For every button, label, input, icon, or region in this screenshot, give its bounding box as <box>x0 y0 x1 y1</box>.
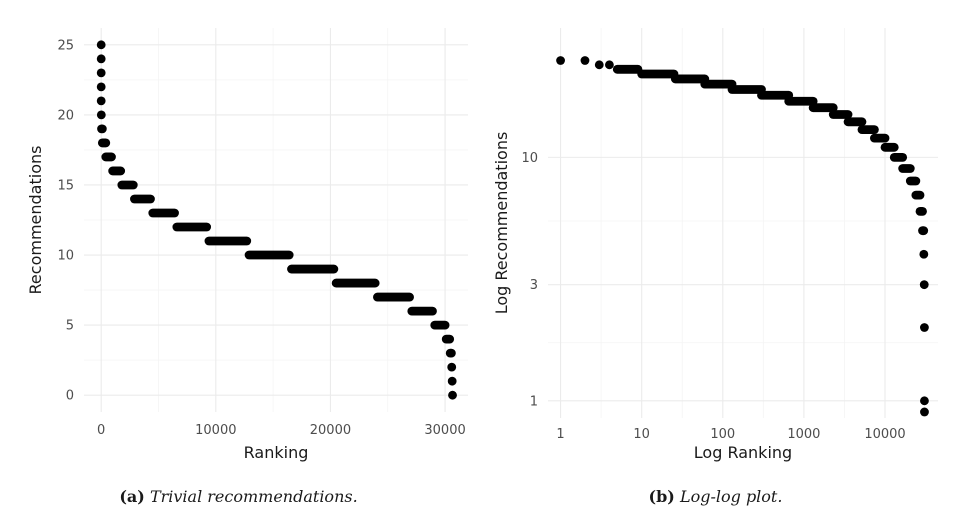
data-point <box>96 68 106 78</box>
data-point <box>96 82 106 92</box>
data-point <box>919 280 929 290</box>
caption-a-text: Trivial recommendations. <box>149 487 358 506</box>
data-point <box>448 390 457 400</box>
y-axis-title: Log Recommendations <box>492 132 511 315</box>
caption-b: (b) Log-log plot. <box>477 487 954 506</box>
x-tick-label: 30000 <box>424 423 465 438</box>
data-point <box>920 323 929 332</box>
data-point <box>96 96 106 106</box>
y-tick-label: 10 <box>57 249 74 264</box>
x-tick-label: 10000 <box>864 427 905 442</box>
x-axis-title: Log Ranking <box>694 443 792 462</box>
x-tick-label: 1000 <box>787 427 820 442</box>
data-point <box>556 56 565 65</box>
data-point <box>604 60 614 70</box>
data-point <box>96 40 106 50</box>
caption-b-label: (b) <box>648 487 675 506</box>
caption-a: (a) Trivial recommendations. <box>0 487 477 506</box>
x-tick-label: 10 <box>633 427 650 442</box>
x-axis-title: Ranking <box>244 443 309 462</box>
data-point <box>96 54 106 64</box>
data-point <box>447 362 457 372</box>
y-tick-label: 1 <box>530 394 538 409</box>
data-point <box>96 110 106 120</box>
y-tick-label: 10 <box>521 151 538 166</box>
panel-a: 0 10000 20000 30000 0 5 10 15 20 25 Ranking Recomme… <box>26 28 468 462</box>
caption-b-text: Log-log plot. <box>679 487 783 506</box>
x-tick-label: 20000 <box>310 423 351 438</box>
panel-b: 1 10 100 1000 10000 1 3 10 Log Ranking Log Recomm… <box>492 28 938 462</box>
x-tick-label: 100 <box>710 427 735 442</box>
x-tick-label: 0 <box>97 423 105 438</box>
y-tick-label: 15 <box>57 178 74 193</box>
y-tick-label: 0 <box>66 389 74 404</box>
data-point <box>594 60 604 70</box>
y-tick-label: 20 <box>57 108 74 123</box>
data-point <box>919 249 929 259</box>
data-point <box>920 407 929 417</box>
x-tick-label: 1 <box>556 427 564 442</box>
y-tick-label: 5 <box>66 319 74 334</box>
y-tick-label: 25 <box>57 38 74 53</box>
data-point <box>920 396 929 406</box>
caption-a-label: (a) <box>119 487 145 506</box>
data-point <box>580 56 590 65</box>
y-axis-title: Recommendations <box>26 146 45 295</box>
x-tick-label: 10000 <box>195 423 236 438</box>
y-tick-label: 3 <box>530 278 538 293</box>
data-point <box>447 376 457 386</box>
